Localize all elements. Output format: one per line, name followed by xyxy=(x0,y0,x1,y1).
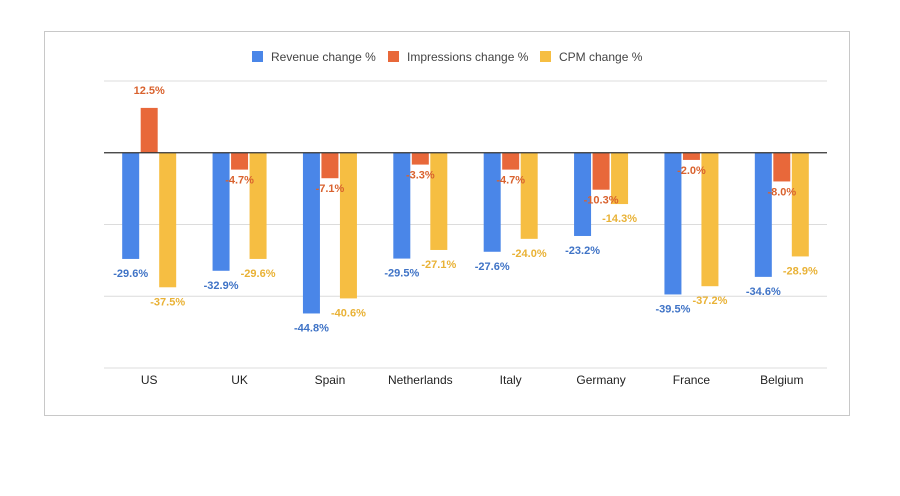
legend-label: Impressions change % xyxy=(407,50,529,64)
legend-swatch xyxy=(388,51,399,62)
data-label: -14.3% xyxy=(602,213,637,225)
data-label: -39.5% xyxy=(656,303,691,315)
x-tick-label: Spain xyxy=(315,373,346,387)
data-label: -28.9% xyxy=(783,265,818,277)
bar-spain-series-2 xyxy=(339,152,357,299)
bar-belgium-series-0 xyxy=(754,152,772,277)
bar-italy-series-0 xyxy=(483,152,501,252)
data-labels: -29.6% 12.5% -37.5% -32.9% -4.7% -29.6% -44.8%… xyxy=(113,85,818,335)
data-label: -40.6% xyxy=(331,307,366,319)
data-label: -4.7% xyxy=(225,175,254,187)
x-tick-label: Netherlands xyxy=(388,373,453,387)
data-label: 12.5% xyxy=(134,85,165,97)
data-label: -32.9% xyxy=(204,280,239,292)
bar-netherlands-series-1 xyxy=(411,152,429,165)
data-label: -44.8% xyxy=(294,322,329,334)
data-label: -29.5% xyxy=(384,268,419,280)
bar-france-series-2 xyxy=(701,152,719,287)
data-label: -29.6% xyxy=(113,268,148,280)
data-label: -7.1% xyxy=(316,183,345,195)
data-label: -4.7% xyxy=(496,175,525,187)
bar-uk-series-2 xyxy=(249,152,267,259)
x-tick-label: Germany xyxy=(576,373,625,387)
x-tick-label: France xyxy=(673,373,711,387)
data-label: -2.0% xyxy=(677,165,706,177)
bar-netherlands-series-0 xyxy=(393,152,411,259)
bar-us-series-2 xyxy=(159,152,177,288)
bar-spain-series-1 xyxy=(321,152,339,179)
bar-us-series-0 xyxy=(122,152,140,259)
bar-france-series-1 xyxy=(682,152,700,160)
data-label: -37.2% xyxy=(693,295,728,307)
bar-italy-series-1 xyxy=(502,152,520,170)
data-label: -10.3% xyxy=(584,195,619,207)
bars xyxy=(122,107,809,314)
bar-france-series-0 xyxy=(664,152,682,295)
x-axis-tick-labels: US UK Spain Netherlands Italy Germany France Be… xyxy=(141,373,804,387)
legend-swatch xyxy=(252,51,263,62)
data-label: -23.2% xyxy=(565,245,600,257)
legend-swatch xyxy=(540,51,551,62)
legend-label: CPM change % xyxy=(559,50,643,64)
x-tick-label: Italy xyxy=(500,373,522,387)
x-tick-label: UK xyxy=(231,373,248,387)
gridlines xyxy=(104,80,827,369)
bar-germany-series-1 xyxy=(592,152,610,190)
x-tick-label: US xyxy=(141,373,158,387)
bar-belgium-series-2 xyxy=(791,152,809,257)
data-label: -3.3% xyxy=(406,170,435,182)
bar-germany-series-2 xyxy=(611,152,629,205)
data-label: -8.0% xyxy=(767,186,796,198)
bar-germany-series-0 xyxy=(574,152,592,236)
bar-uk-series-1 xyxy=(231,152,249,170)
bar-spain-series-0 xyxy=(302,152,320,314)
x-tick-label: Belgium xyxy=(760,373,803,387)
bar-italy-series-2 xyxy=(520,152,538,239)
bar-belgium-series-1 xyxy=(773,152,791,182)
data-label: -24.0% xyxy=(512,248,547,260)
bar-us-series-1 xyxy=(140,107,158,153)
data-label: -27.1% xyxy=(421,259,456,271)
data-label: -27.6% xyxy=(475,261,510,273)
data-label: -37.5% xyxy=(150,296,185,308)
bar-netherlands-series-2 xyxy=(430,152,448,250)
legend: Revenue change % Impressions change % CPM … xyxy=(252,50,643,64)
data-label: -29.6% xyxy=(241,268,276,280)
bar-uk-series-0 xyxy=(212,152,230,271)
data-label: -34.6% xyxy=(746,286,781,298)
legend-label: Revenue change % xyxy=(271,50,376,64)
